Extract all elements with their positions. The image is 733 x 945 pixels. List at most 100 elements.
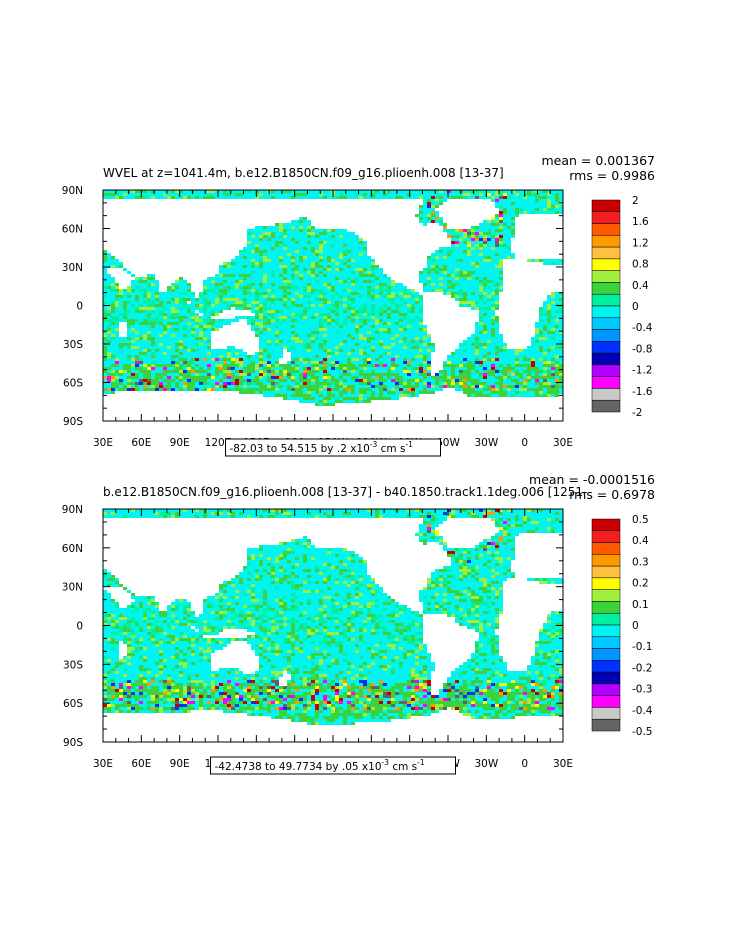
field-cell [135,310,139,313]
field-cell [383,310,387,313]
field-cell [383,385,387,388]
field-cell [547,364,551,367]
field-cell [387,352,391,355]
field-cell [419,355,423,358]
field-cell [299,193,303,196]
field-cell [127,322,131,325]
field-cell [295,304,299,307]
field-cell [459,379,463,382]
field-cell [375,271,379,274]
field-cell [395,334,399,337]
field-cell [255,271,259,274]
field-cell [251,268,255,271]
field-cell [107,262,111,265]
field-cell [451,385,455,388]
field-cell [547,202,551,205]
field-cell [491,304,495,307]
field-cell [535,196,539,199]
field-cell [431,256,435,259]
field-cell [455,250,459,253]
field-cell [251,244,255,247]
field-cell [483,355,487,358]
field-cell [287,373,291,376]
field-cell [307,328,311,331]
field-cell [475,382,479,385]
field-cell [111,334,115,337]
field-cell [159,361,163,364]
field-cell [295,346,299,349]
field-cell [175,310,179,313]
field-cell [415,385,419,388]
field-cell [479,334,483,337]
field-cell [287,280,291,283]
field-cell [179,292,183,295]
field-cell [479,271,483,274]
field-cell [559,352,563,355]
field-cell [111,307,115,310]
field-cell [311,313,315,316]
field-cell [491,373,495,376]
field-cell [291,325,295,328]
field-cell [139,367,143,370]
field-cell [383,304,387,307]
field-cell [131,346,135,349]
field-cell [303,355,307,358]
field-cell [507,382,511,385]
field-cell [463,295,467,298]
field-cell [335,310,339,313]
field-cell [359,193,363,196]
field-cell [291,286,295,289]
field-cell [255,370,259,373]
field-cell [259,244,263,247]
field-cell [275,310,279,313]
field-cell [211,292,215,295]
field-cell [455,232,459,235]
field-cell [423,325,427,328]
field-cell [499,343,503,346]
field-cell [335,301,339,304]
field-cell [263,382,267,385]
field-cell [171,379,175,382]
field-cell [379,307,383,310]
field-cell [315,313,319,316]
field-cell [511,358,515,361]
field-cell [107,298,111,301]
field-cell [171,196,175,199]
field-cell [199,349,203,352]
field-cell [203,349,207,352]
field-cell [235,385,239,388]
field-cell [267,367,271,370]
field-cell [375,265,379,268]
field-cell [287,289,291,292]
field-cell [207,343,211,346]
field-cell [235,361,239,364]
field-cell [123,358,127,361]
field-cell [387,313,391,316]
field-cell [191,319,195,322]
field-cell [403,310,407,313]
field-cell [491,331,495,334]
field-cell [131,274,135,277]
field-cell [311,346,315,349]
field-cell [459,289,463,292]
field-cell [239,259,243,262]
field-cell [543,211,547,214]
field-cell [551,343,555,346]
field-cell [123,352,127,355]
field-cell [471,229,475,232]
field-cell [447,229,451,232]
field-cell [423,385,427,388]
field-cell [535,355,539,358]
field-cell [235,376,239,379]
field-cell [135,313,139,316]
field-cell [323,277,327,280]
field-cell [319,316,323,319]
field-cell [495,295,499,298]
field-cell [551,205,555,208]
field-cell [187,292,191,295]
field-cell [547,361,551,364]
field-cell [327,316,331,319]
field-cell [287,325,291,328]
field-cell [515,190,519,193]
field-cell [523,199,527,202]
